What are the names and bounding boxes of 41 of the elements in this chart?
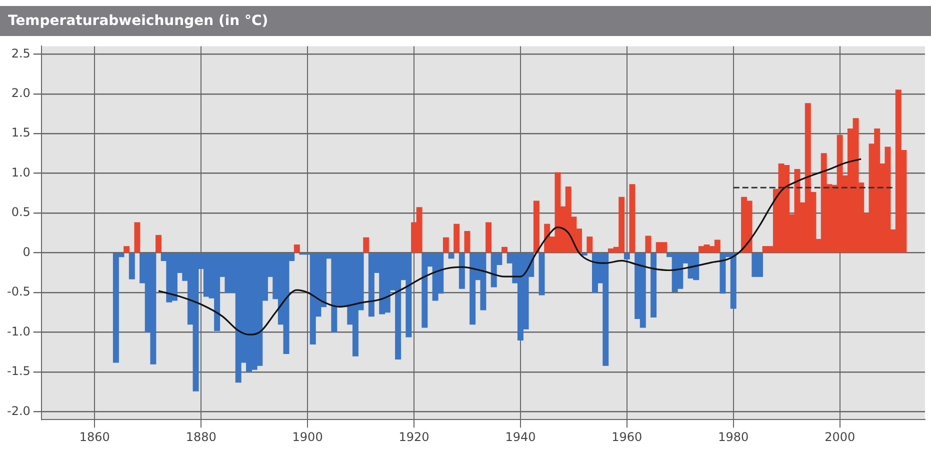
x-tick-label: 1980 bbox=[718, 430, 749, 444]
bar bbox=[538, 253, 545, 296]
bar bbox=[124, 246, 130, 252]
bar bbox=[454, 224, 460, 252]
x-tick-label: 1880 bbox=[186, 430, 216, 444]
bar bbox=[650, 253, 657, 318]
y-tick-label: 1.0 bbox=[11, 165, 30, 180]
y-tick-label: 2.0 bbox=[11, 86, 30, 100]
x-tick-label: 2000 bbox=[824, 430, 856, 444]
bar bbox=[624, 253, 630, 260]
x-tick-label: 1940 bbox=[505, 430, 536, 444]
bar bbox=[486, 222, 492, 252]
bar bbox=[645, 236, 652, 252]
bar bbox=[363, 237, 370, 252]
bar bbox=[134, 222, 140, 252]
bar bbox=[156, 234, 162, 252]
y-tick-label: 2.5 bbox=[11, 46, 30, 60]
y-tick-label: -1.5 bbox=[6, 364, 30, 378]
chart-title: Temperaturabweichungen (in °C) bbox=[0, 6, 931, 36]
bar bbox=[464, 230, 470, 252]
bar bbox=[458, 253, 465, 289]
bar bbox=[470, 253, 476, 325]
x-tick-label: 1900 bbox=[292, 430, 323, 444]
x-tick-label: 1960 bbox=[612, 430, 642, 444]
y-tick-label: -2.0 bbox=[6, 404, 30, 418]
y-tick-label: 0.5 bbox=[11, 205, 30, 220]
bar bbox=[294, 244, 300, 252]
y-tick-label: 0 bbox=[22, 244, 30, 259]
bar bbox=[586, 236, 593, 252]
bar bbox=[442, 237, 449, 252]
bar bbox=[502, 246, 508, 252]
y-tick-label: -0.5 bbox=[6, 284, 30, 299]
bar bbox=[128, 253, 135, 280]
x-tick-label: 1860 bbox=[79, 430, 110, 444]
bar bbox=[629, 184, 636, 252]
line-series bbox=[158, 158, 862, 336]
x-tick-label: 1920 bbox=[398, 430, 430, 444]
bar bbox=[533, 200, 540, 252]
y-tick-label: -1.0 bbox=[6, 324, 30, 338]
bar bbox=[448, 253, 454, 259]
y-tick-label: 1.5 bbox=[11, 126, 30, 140]
